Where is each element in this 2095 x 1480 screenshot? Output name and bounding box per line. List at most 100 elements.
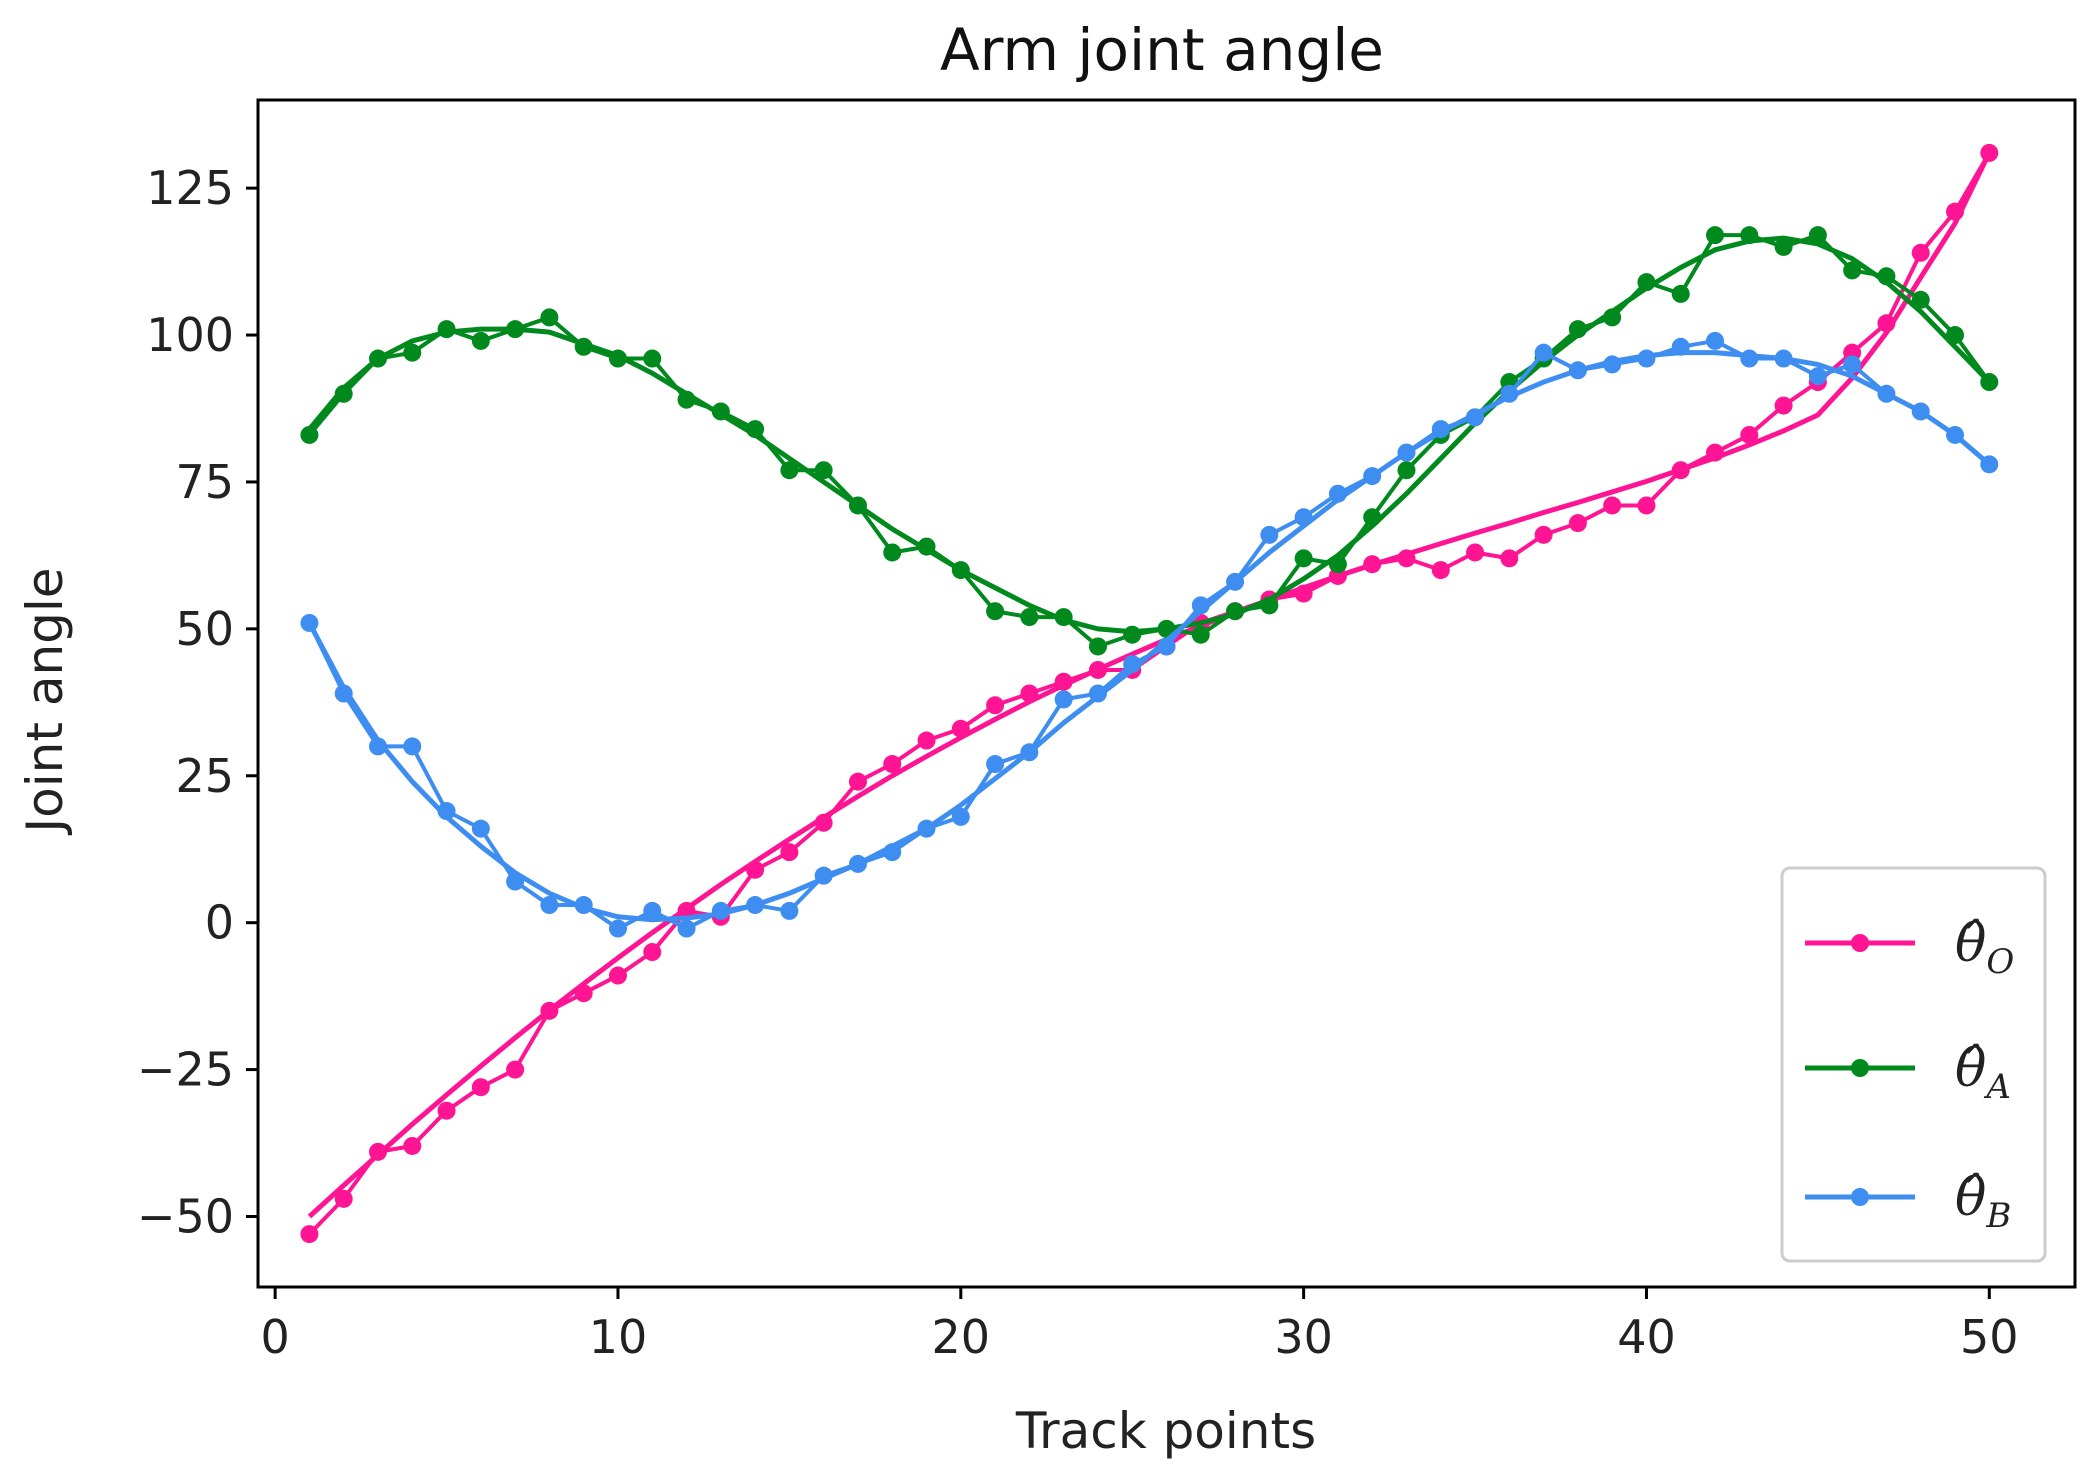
- series-theta-a-point: [1397, 461, 1416, 480]
- legend-label-symbol: θ̂: [1955, 1039, 1986, 1099]
- series-theta-b-point: [677, 919, 696, 938]
- series-theta-a-point: [574, 337, 593, 356]
- series-theta-a-point: [1980, 373, 1999, 392]
- series-theta-b-point: [1740, 349, 1759, 368]
- series-theta-o-point: [1431, 561, 1450, 580]
- series-theta-b-point: [917, 819, 936, 838]
- x-tick-label: 30: [1274, 1310, 1333, 1364]
- series-theta-b-point: [1980, 455, 1999, 474]
- series-theta-a-point: [1843, 261, 1862, 280]
- series-theta-b-smooth-line: [307, 350, 1991, 923]
- series-theta-b-point: [300, 613, 319, 632]
- legend-label-theta-o: θ̂O: [1955, 914, 2014, 982]
- series-theta-b-point: [1808, 367, 1827, 386]
- series-theta-o-point: [1603, 496, 1622, 515]
- series-theta-b-point: [1946, 425, 1965, 444]
- series-theta-a-point: [677, 390, 696, 409]
- series-theta-o-point: [986, 696, 1005, 715]
- legend-label-symbol: θ̂: [1955, 1168, 1986, 1228]
- series-theta-a-point: [643, 349, 662, 368]
- legend-label-subscript: A: [1983, 1067, 2011, 1107]
- plot-series: [300, 143, 1999, 1244]
- series-theta-a-point: [608, 349, 627, 368]
- series-theta-b-point: [437, 802, 456, 821]
- series-theta-o-point: [1946, 202, 1965, 221]
- series-theta-a-point: [334, 384, 353, 403]
- series-theta-b-point: [1568, 361, 1587, 380]
- y-tick-label: 125: [146, 161, 234, 215]
- series-theta-o-point: [1534, 525, 1553, 544]
- series-theta-o-point: [540, 1001, 559, 1020]
- series-theta-o-point: [883, 755, 902, 774]
- series-theta-b-point: [1911, 402, 1930, 421]
- series-theta-b-point: [848, 854, 867, 873]
- series-theta-b-point: [1877, 384, 1896, 403]
- series-theta-o-point: [951, 719, 970, 738]
- series-theta-b-point: [1774, 349, 1793, 368]
- y-tick-label: 75: [175, 455, 234, 509]
- series-theta-o-point: [1911, 243, 1930, 262]
- series-theta-a-point: [437, 320, 456, 339]
- series-theta-b-point: [814, 866, 833, 885]
- y-axis: −50 −25 0 25 50 75 100 125: [137, 161, 258, 1243]
- x-tick-label: 40: [1617, 1310, 1676, 1364]
- series-theta-b-point: [1260, 525, 1279, 544]
- series-theta-o-line: [307, 151, 1992, 1236]
- series-theta-b-point: [883, 843, 902, 862]
- series-theta-a-point: [848, 496, 867, 515]
- series-theta-o-point: [1637, 496, 1656, 515]
- series-theta-b-point: [1431, 420, 1450, 439]
- x-tick-label: 20: [932, 1310, 991, 1364]
- series-theta-o-point: [1054, 672, 1073, 691]
- y-axis-title: Joint angle: [16, 567, 74, 835]
- series-theta-a-point: [1671, 284, 1690, 303]
- series-theta-a-point: [1946, 326, 1965, 345]
- legend-marker-theta-a: [1851, 1059, 1869, 1077]
- series-theta-b-point: [1603, 355, 1622, 374]
- series-theta-o-point: [403, 1136, 422, 1155]
- series-theta-o-point: [368, 1142, 387, 1161]
- series-theta-o-point: [814, 813, 833, 832]
- series-theta-o-point: [746, 860, 765, 879]
- series-theta-a-point: [711, 402, 730, 421]
- series-theta-a-point: [1363, 508, 1382, 527]
- series-theta-b-point: [746, 896, 765, 915]
- plot-area-frame: [256, 98, 2077, 1289]
- legend-label-symbol: θ̂: [1955, 914, 1986, 974]
- series-theta-o-point: [608, 966, 627, 985]
- series-theta-b-point: [574, 896, 593, 915]
- series-theta-a-point: [1260, 596, 1279, 615]
- series-theta-a-point: [1740, 226, 1759, 245]
- series-theta-o-point: [334, 1189, 353, 1208]
- series-theta-b-point: [368, 737, 387, 756]
- series-theta-a-point: [814, 461, 833, 480]
- series-theta-a-point: [917, 537, 936, 556]
- series-theta-b-point: [334, 684, 353, 703]
- series-theta-a-point: [1568, 320, 1587, 339]
- series-theta-o-point: [471, 1078, 490, 1097]
- series-theta-a-point: [746, 420, 765, 439]
- legend-label-subscript: O: [1986, 942, 2014, 982]
- series-theta-a-smooth-line: [307, 235, 1992, 635]
- series-theta-b-point: [1466, 408, 1485, 427]
- series-theta-o-point: [1877, 314, 1896, 333]
- series-theta-a-point: [1054, 608, 1073, 627]
- series-theta-a-point: [368, 349, 387, 368]
- series-theta-o-point: [1774, 396, 1793, 415]
- series-theta-o-point: [1088, 660, 1107, 679]
- series-theta-o-point: [1466, 543, 1485, 562]
- series-theta-b-line: [307, 338, 1991, 931]
- legend-frame: [1780, 866, 2047, 1263]
- series-theta-b-point: [1294, 508, 1313, 527]
- series-theta-a-point: [1294, 549, 1313, 568]
- series-theta-b-point: [986, 755, 1005, 774]
- series-theta-a-point: [506, 320, 525, 339]
- series-theta-o-point: [300, 1225, 319, 1244]
- y-tick-label: −50: [137, 1189, 234, 1243]
- y-tick-label: 25: [175, 749, 234, 803]
- series-theta-o-point: [506, 1060, 525, 1079]
- series-theta-a-point: [1088, 637, 1107, 656]
- series-theta-a-point: [1328, 555, 1347, 574]
- series-theta-b-point: [1226, 572, 1245, 591]
